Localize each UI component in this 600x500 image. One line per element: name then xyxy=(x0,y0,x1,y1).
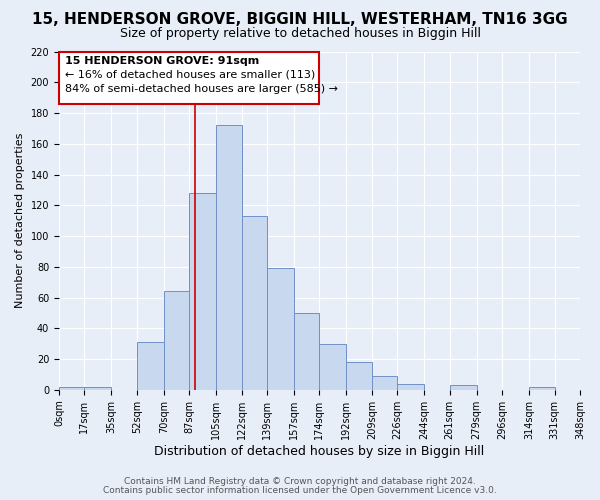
Text: Contains public sector information licensed under the Open Government Licence v3: Contains public sector information licen… xyxy=(103,486,497,495)
Bar xyxy=(294,313,319,390)
Bar xyxy=(346,362,372,390)
Bar xyxy=(529,387,554,390)
FancyBboxPatch shape xyxy=(59,52,319,104)
Text: 15, HENDERSON GROVE, BIGGIN HILL, WESTERHAM, TN16 3GG: 15, HENDERSON GROVE, BIGGIN HILL, WESTER… xyxy=(32,12,568,28)
Text: 84% of semi-detached houses are larger (585) →: 84% of semi-detached houses are larger (… xyxy=(65,84,338,94)
Bar xyxy=(319,344,346,390)
Bar xyxy=(216,126,242,390)
Text: Size of property relative to detached houses in Biggin Hill: Size of property relative to detached ho… xyxy=(119,28,481,40)
Bar xyxy=(164,292,189,390)
Bar xyxy=(137,342,164,390)
Text: ← 16% of detached houses are smaller (113): ← 16% of detached houses are smaller (11… xyxy=(65,70,315,80)
Y-axis label: Number of detached properties: Number of detached properties xyxy=(15,133,25,308)
Bar xyxy=(59,387,85,390)
Bar xyxy=(189,193,216,390)
Bar xyxy=(397,384,424,390)
Bar xyxy=(372,376,397,390)
Bar xyxy=(450,385,476,390)
Bar xyxy=(267,268,294,390)
Bar xyxy=(85,387,112,390)
Text: Contains HM Land Registry data © Crown copyright and database right 2024.: Contains HM Land Registry data © Crown c… xyxy=(124,477,476,486)
Bar xyxy=(242,216,267,390)
X-axis label: Distribution of detached houses by size in Biggin Hill: Distribution of detached houses by size … xyxy=(154,444,485,458)
Text: 15 HENDERSON GROVE: 91sqm: 15 HENDERSON GROVE: 91sqm xyxy=(65,56,259,66)
